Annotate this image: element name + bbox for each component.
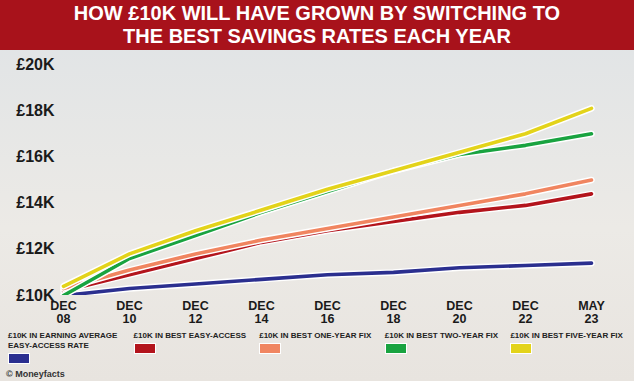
html-text:£10K IN EARNING AVERAGE EASY-A: £10K IN EARNING AVERAGE EASY-ACCESS RATE [8,331,118,350]
svg-text:DEC08: DEC08 [50,299,76,326]
html-text:£10K IN BEST EASY-ACCESS: £10K IN BEST EASY-ACCESS [133,331,247,340]
svg-text:£10K: £10K [16,287,55,304]
svg-text:£20K: £20K [16,56,55,73]
svg-text:£18K: £18K [16,102,55,119]
svg-text:DEC10: DEC10 [116,299,142,326]
html-text:£10K IN BEST FIVE-YEAR FIX: £10K IN BEST FIVE-YEAR FIX [510,331,623,340]
svg-text:DEC14: DEC14 [248,299,274,326]
svg-text:DEC18: DEC18 [380,299,406,326]
svg-text:DEC16: DEC16 [314,299,340,326]
svg-text:DEC22: DEC22 [512,299,538,326]
html-text:£10K IN BEST ONE-YEAR FIX: £10K IN BEST ONE-YEAR FIX [259,331,372,340]
html-text:HOW £10K WILL HAVE GROWN BY SW: HOW £10K WILL HAVE GROWN BY SWITCHING TO… [73,2,561,47]
svg-text:£12K: £12K [16,240,55,257]
svg-text:DEC20: DEC20 [446,299,472,326]
svg-text:£16K: £16K [16,148,55,165]
svg-text:£14K: £14K [16,194,55,211]
svg-text:MAY23: MAY23 [578,299,605,326]
svg-text:DEC12: DEC12 [182,299,208,326]
html-text:© Moneyfacts: © Moneyfacts [6,369,65,379]
html-text:£10K IN BEST TWO-YEAR FIX: £10K IN BEST TWO-YEAR FIX [384,331,499,340]
